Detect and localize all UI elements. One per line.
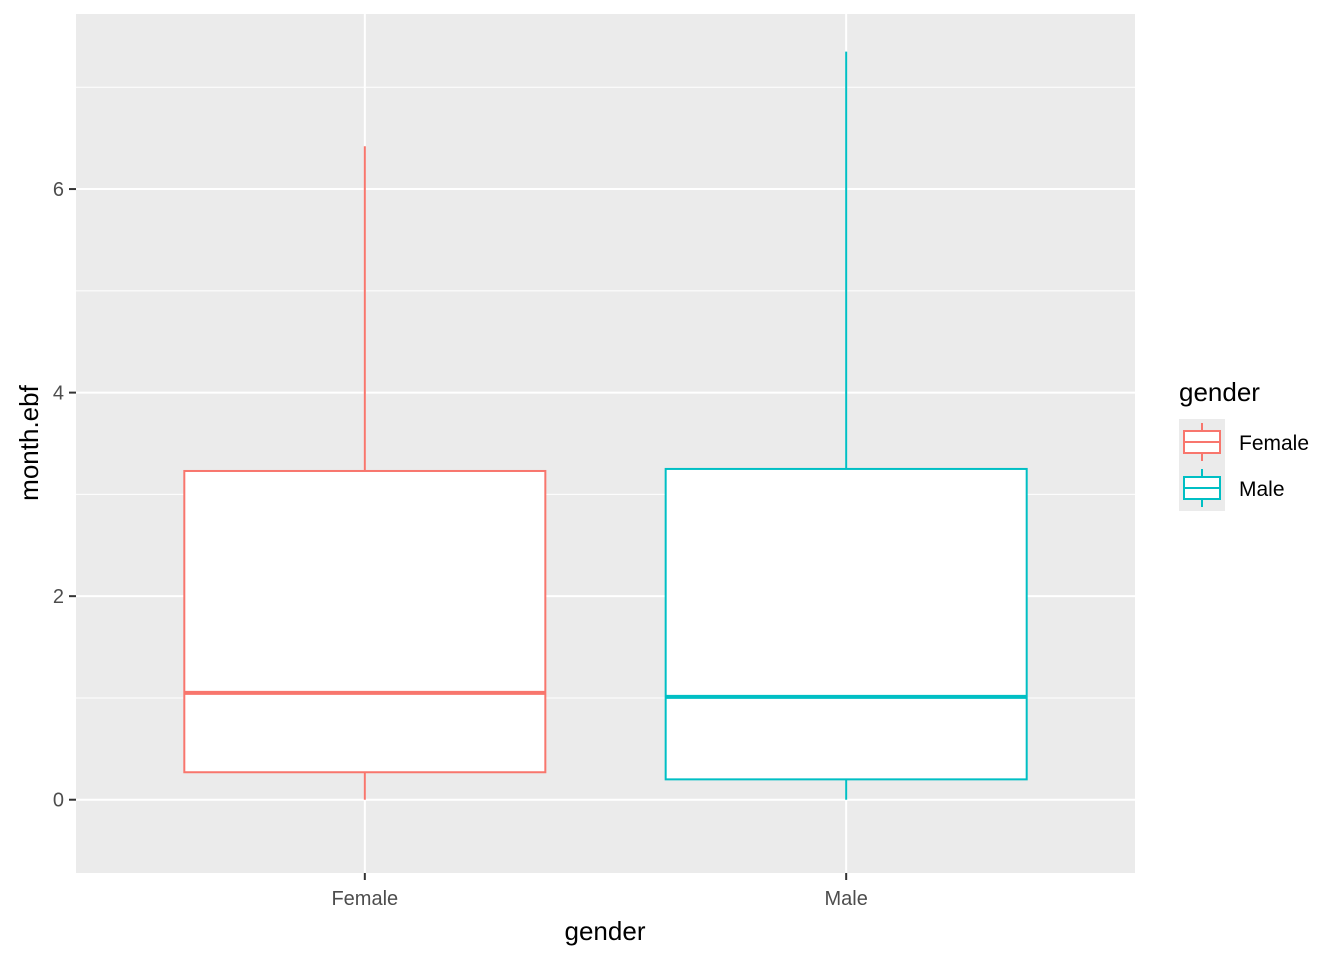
y-tick-label: 2 — [53, 586, 64, 608]
box-body — [664, 467, 1028, 781]
legend-label: Male — [1239, 478, 1285, 501]
legend-title: gender — [1179, 377, 1260, 407]
y-axis-title: month.ebf — [14, 384, 44, 500]
legend-key-female: Female — [1179, 419, 1309, 465]
x-axis-title: gender — [565, 916, 646, 946]
y-tick-label: 4 — [53, 383, 64, 405]
x-tick-label: Female — [331, 888, 398, 910]
legend: gender Female Male — [1179, 377, 1309, 511]
box-body — [183, 469, 547, 774]
legend-label: Female — [1239, 432, 1309, 455]
y-axis: 0 2 4 6 — [53, 179, 76, 812]
legend-key-male: Male — [1179, 465, 1285, 511]
y-tick-label: 0 — [53, 790, 64, 812]
box-male — [664, 51, 1028, 800]
box-female — [183, 146, 547, 800]
y-tick-label: 6 — [53, 179, 64, 201]
boxes — [183, 51, 1028, 800]
x-axis: Female Male — [331, 873, 868, 910]
x-tick-label: Male — [825, 888, 868, 910]
